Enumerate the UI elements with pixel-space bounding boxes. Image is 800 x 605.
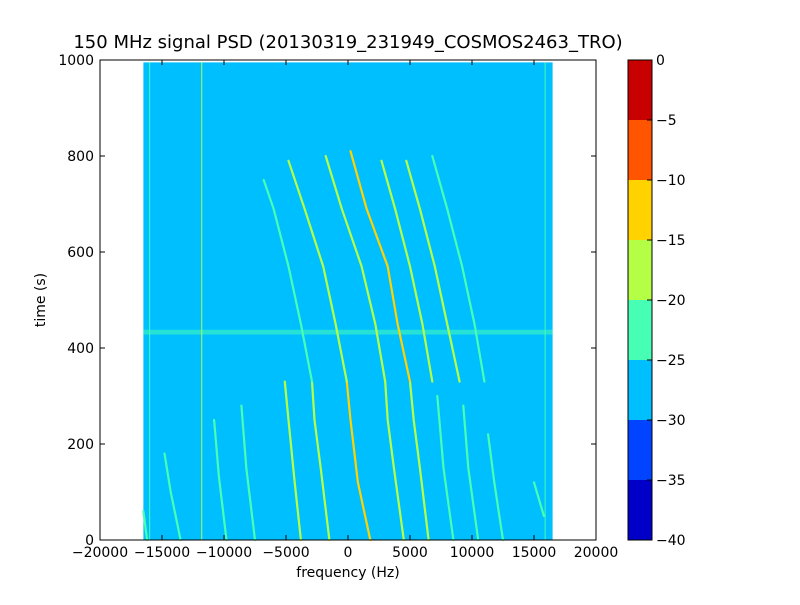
colorbar-cell <box>628 300 652 360</box>
colorbar: −40 −35 −30 −25 −20 −15 −10 −5 0 <box>627 53 686 549</box>
x-tick-label: −15000 <box>134 545 190 561</box>
x-axis-ticks: −20000 −15000 −10000 −5000 0 5000 10000 15000 20… <box>72 60 618 561</box>
colorbar-tick-label: −15 <box>656 233 686 249</box>
x-axis-label: frequency (Hz) <box>296 565 399 581</box>
colorbar-tick-label: 0 <box>656 53 665 69</box>
heatmap-layer <box>142 62 553 542</box>
signal-trace <box>431 154 486 383</box>
colorbar-tick-label: −5 <box>656 113 677 129</box>
signal-trace <box>163 452 182 542</box>
signal-trace <box>262 178 314 383</box>
plot-area <box>99 59 597 542</box>
colorbar-cells <box>628 60 652 540</box>
signal-trace <box>380 159 434 383</box>
colorbar-tick-label: −40 <box>656 533 686 549</box>
colorbar-cell <box>628 60 652 120</box>
y-axis-label: time (s) <box>33 273 49 327</box>
x-tick-label: −5000 <box>262 545 309 561</box>
x-tick-label: 15000 <box>512 545 557 561</box>
y-tick-label: 400 <box>67 341 94 357</box>
y-tick-label: 800 <box>67 149 94 165</box>
colorbar-cell <box>628 180 652 240</box>
x-tick-label: 0 <box>344 545 353 561</box>
signal-trace <box>283 380 302 542</box>
y-tick-label: 0 <box>85 533 94 549</box>
signal-trace <box>345 380 372 542</box>
colorbar-cell <box>628 360 652 420</box>
y-axis-ticks: 0 200 400 600 800 1000 <box>58 53 596 549</box>
x-tick-label: −10000 <box>196 545 252 561</box>
colorbar-ticks: −40 −35 −30 −25 −20 −15 −10 −5 0 <box>647 53 686 549</box>
colorbar-cell <box>628 420 652 480</box>
heatmap-background <box>143 62 553 541</box>
colorbar-tick-label: −25 <box>656 353 686 369</box>
horizontal-band <box>143 329 553 335</box>
colorbar-tick-label: −35 <box>656 473 686 489</box>
signal-trace <box>405 159 461 383</box>
signal-trace <box>462 404 480 542</box>
colorbar-cell <box>628 120 652 180</box>
y-tick-label: 200 <box>67 437 94 453</box>
x-tick-label: 10000 <box>450 545 495 561</box>
signal-trace <box>532 481 546 518</box>
signal-trace <box>408 380 430 542</box>
signal-trace <box>384 380 405 542</box>
signal-trace <box>142 510 149 542</box>
signal-trace <box>436 394 455 542</box>
colorbar-tick-label: −30 <box>656 413 686 429</box>
colorbar-tick-label: −20 <box>656 293 686 309</box>
signal-trace <box>287 159 348 383</box>
signal-trace <box>487 433 505 542</box>
colorbar-tick-label: −10 <box>656 173 686 189</box>
colorbar-cell <box>628 240 652 300</box>
x-tick-label: 20000 <box>574 545 619 561</box>
signal-trace <box>213 418 228 542</box>
signal-trace <box>324 154 387 383</box>
signal-trace <box>310 380 331 542</box>
y-tick-label: 600 <box>67 245 94 261</box>
signal-trace <box>349 150 412 383</box>
chart-title: 150 MHz signal PSD (20130319_231949_COSM… <box>73 32 622 53</box>
y-tick-label: 1000 <box>58 53 94 69</box>
colorbar-cell <box>628 480 652 540</box>
signal-trace <box>240 404 257 542</box>
x-tick-label: 5000 <box>392 545 428 561</box>
x-tick-label: −20000 <box>72 545 128 561</box>
